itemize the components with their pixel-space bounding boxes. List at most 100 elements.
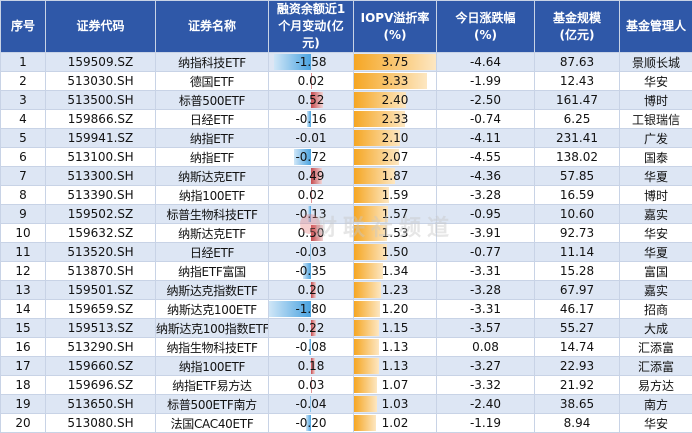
cell-mgr: 华安	[620, 72, 692, 91]
cell-chg: -3.57	[437, 319, 535, 338]
cell-fin: 0.52	[269, 91, 354, 110]
cell-chg: -3.91	[437, 224, 535, 243]
cell-iopv: 1.59	[354, 186, 437, 205]
fin-value: 0.02	[269, 72, 353, 90]
cell-chg: -1.99	[437, 72, 535, 91]
cell-fin: 0.02	[269, 186, 354, 205]
cell-iopv: 1.87	[354, 167, 437, 186]
cell-scale: 138.02	[535, 148, 620, 167]
header-iopv-label: IOPV溢折率(%)	[354, 10, 436, 44]
cell-iopv: 1.20	[354, 300, 437, 319]
fin-value: 0.20	[269, 281, 353, 299]
iopv-value: 1.57	[354, 205, 436, 223]
cell-name: 纳指ETF	[156, 148, 269, 167]
iopv-value: 1.50	[354, 243, 436, 261]
cell-iopv: 1.13	[354, 357, 437, 376]
cell-scale: 11.14	[535, 243, 620, 262]
fin-value: 0.49	[269, 167, 353, 185]
cell-mgr: 博时	[620, 186, 692, 205]
header-scale: 基金规模(亿元)	[535, 1, 620, 53]
iopv-value: 1.59	[354, 186, 436, 204]
header-seq: 序号	[1, 1, 46, 53]
header-name: 证券名称	[156, 1, 269, 53]
cell-seq: 11	[1, 243, 46, 262]
iopv-value: 1.07	[354, 376, 436, 394]
cell-scale: 67.97	[535, 281, 620, 300]
cell-mgr: 易方达	[620, 376, 692, 395]
cell-fin: -0.04	[269, 395, 354, 414]
iopv-value: 1.34	[354, 262, 436, 280]
cell-name: 日经ETF	[156, 243, 269, 262]
iopv-value: 1.13	[354, 338, 436, 356]
cell-code: 513520.SH	[46, 243, 156, 262]
cell-mgr: 嘉实	[620, 205, 692, 224]
fin-value: 0.52	[269, 91, 353, 109]
cell-seq: 15	[1, 319, 46, 338]
cell-mgr: 南方	[620, 395, 692, 414]
cell-name: 标普500ETF	[156, 91, 269, 110]
cell-code: 513300.SH	[46, 167, 156, 186]
cell-code: 513390.SH	[46, 186, 156, 205]
iopv-value: 1.15	[354, 319, 436, 337]
header-chg: 今日涨跌幅(%)	[437, 1, 535, 53]
cell-fin: 0.18	[269, 357, 354, 376]
cell-code: 159866.SZ	[46, 110, 156, 129]
watermark-logo-icon	[300, 214, 320, 234]
cell-fin: -0.72	[269, 148, 354, 167]
table-header: 序号 证券代码 证券名称 融资余额近1个月变动(亿元) IOPV溢折率(%) 今…	[1, 1, 692, 53]
cell-chg: -4.64	[437, 53, 535, 72]
cell-chg: 0.08	[437, 338, 535, 357]
fin-value: 0.02	[269, 186, 353, 204]
cell-mgr: 华安	[620, 414, 692, 433]
cell-chg: -1.19	[437, 414, 535, 433]
cell-name: 纳指ETF富国	[156, 262, 269, 281]
cell-scale: 21.92	[535, 376, 620, 395]
cell-chg: -3.31	[437, 300, 535, 319]
cell-iopv: 1.07	[354, 376, 437, 395]
cell-code: 513080.SH	[46, 414, 156, 433]
cell-fin: -0.16	[269, 110, 354, 129]
iopv-value: 1.23	[354, 281, 436, 299]
cell-fin: -0.08	[269, 338, 354, 357]
cell-code: 513290.SH	[46, 338, 156, 357]
header-mgr: 基金管理人	[620, 1, 692, 53]
cell-seq: 8	[1, 186, 46, 205]
cell-iopv: 1.57	[354, 205, 437, 224]
cell-scale: 231.41	[535, 129, 620, 148]
cell-mgr: 富国	[620, 262, 692, 281]
cell-mgr: 汇添富	[620, 338, 692, 357]
iopv-value: 1.03	[354, 395, 436, 413]
cell-name: 纳斯达克100ETF	[156, 300, 269, 319]
cell-seq: 7	[1, 167, 46, 186]
cell-seq: 16	[1, 338, 46, 357]
iopv-value: 3.33	[354, 72, 436, 90]
fin-value: -0.04	[269, 395, 353, 413]
iopv-value: 2.33	[354, 110, 436, 128]
cell-scale: 15.28	[535, 262, 620, 281]
cell-name: 纳指科技ETF	[156, 53, 269, 72]
cell-mgr: 华夏	[620, 167, 692, 186]
cell-chg: -2.50	[437, 91, 535, 110]
cell-code: 159941.SZ	[46, 129, 156, 148]
cell-chg: -3.31	[437, 262, 535, 281]
cell-seq: 5	[1, 129, 46, 148]
cell-name: 法国CAC40ETF	[156, 414, 269, 433]
cell-code: 513100.SH	[46, 148, 156, 167]
cell-mgr: 国泰	[620, 148, 692, 167]
fin-value: -1.80	[269, 300, 353, 318]
cell-iopv: 1.03	[354, 395, 437, 414]
cell-fin: 0.02	[269, 72, 354, 91]
cell-seq: 6	[1, 148, 46, 167]
cell-chg: -3.32	[437, 376, 535, 395]
cell-fin: -0.03	[269, 243, 354, 262]
fin-value: -0.16	[269, 110, 353, 128]
cell-iopv: 3.75	[354, 53, 437, 72]
fin-value: -0.01	[269, 129, 353, 147]
fin-value: -0.08	[269, 338, 353, 356]
